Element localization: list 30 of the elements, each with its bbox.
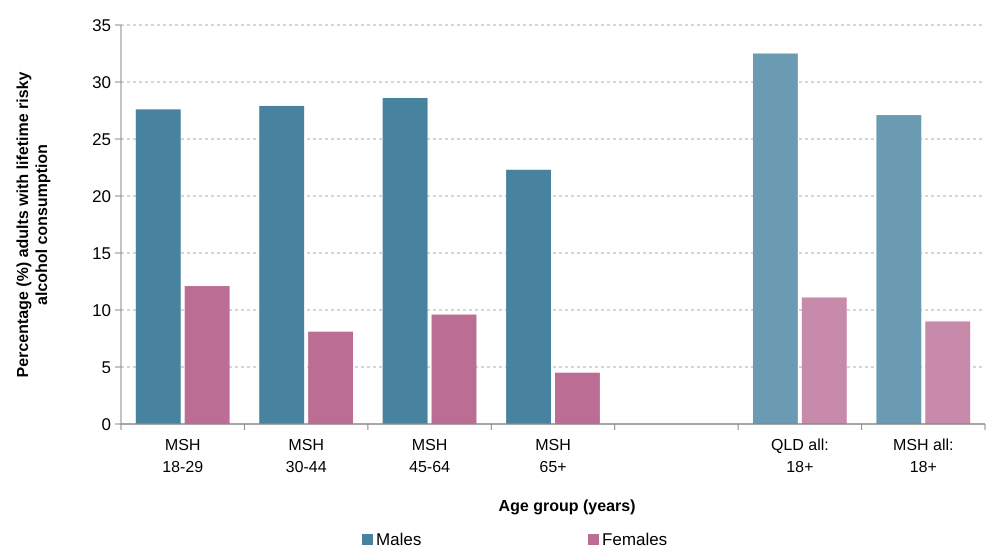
bar (925, 321, 970, 424)
bar (308, 332, 354, 424)
bar (752, 54, 798, 424)
bar (506, 170, 551, 424)
y-axis-title: Percentage (%) adults with lifetime risky alcohol consumption (15, 71, 51, 378)
bar (259, 106, 304, 424)
x-tick-label: QLD all: 18+ (770, 437, 829, 476)
bar (382, 98, 428, 424)
bar (802, 297, 847, 424)
x-tick-label: MSH 18-29 (162, 437, 204, 476)
x-tick-label: MSH 45-64 (409, 437, 450, 476)
y-tick-label: 35 (92, 16, 111, 35)
bar (432, 314, 476, 424)
x-tick-label: MSH 65+ (535, 437, 571, 476)
bar (184, 286, 230, 424)
legend-label: Males (376, 530, 422, 549)
legend-label: Females (602, 530, 668, 549)
y-tick-label: 0 (102, 414, 111, 434)
bar (876, 115, 922, 424)
x-tick-label: MSH all: 18+ (893, 437, 954, 476)
bar (555, 372, 600, 424)
y-tick-label: 15 (92, 244, 111, 263)
y-tick-label: 5 (102, 358, 111, 377)
x-tick-label: MSH 30-44 (286, 437, 327, 476)
y-tick-label: 10 (92, 300, 111, 320)
y-tick-label: 30 (92, 72, 111, 92)
bar (136, 109, 181, 424)
y-tick-label: 20 (92, 186, 111, 206)
x-axis-title: Age group (years) (498, 498, 636, 515)
y-tick-label: 25 (92, 130, 111, 149)
